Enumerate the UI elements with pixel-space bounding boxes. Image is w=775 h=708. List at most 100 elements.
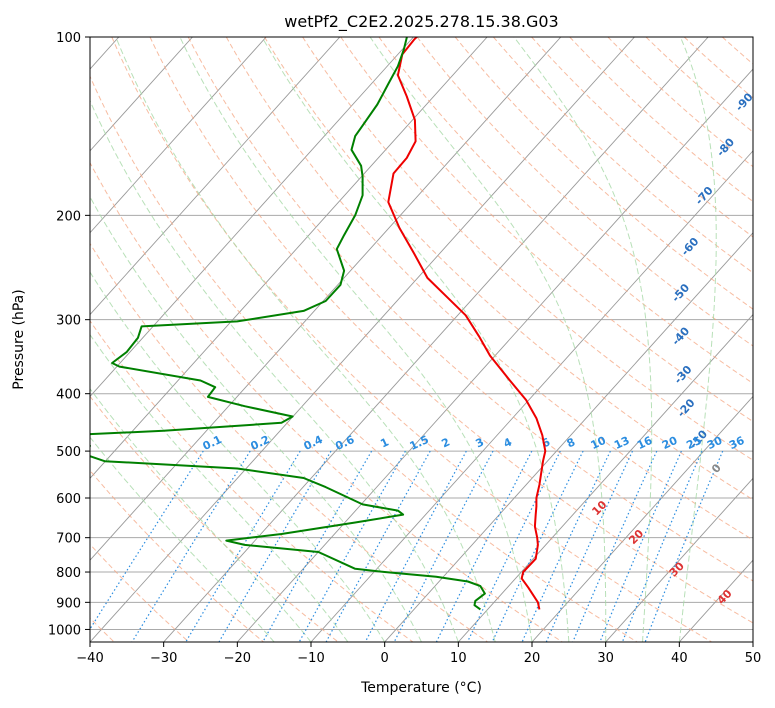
- mixing-ratio-line: [545, 450, 634, 642]
- dry-adiabat-line: [149, 37, 753, 624]
- x-tick-label: 30: [597, 651, 614, 666]
- moist-adiabat-line: [513, 37, 653, 642]
- dry-adiabat-line: [225, 37, 753, 541]
- mixing-ratio-label: 25: [684, 434, 703, 452]
- y-tick-label: 1000: [48, 623, 81, 638]
- adiabat-label: 20: [626, 527, 646, 547]
- isotherm-line: [678, 559, 753, 642]
- x-tick-label: 0: [381, 651, 389, 666]
- isotherm-line: [90, 37, 267, 234]
- dry-adiabat-line: [264, 37, 753, 501]
- mixing-ratio-line: [185, 450, 301, 642]
- dry-adiabat-line: [111, 37, 712, 642]
- height-label: -60: [679, 235, 702, 259]
- x-axis-label: Temperature (°C): [360, 680, 482, 696]
- isotherm-line: [752, 641, 753, 642]
- y-tick-label: 100: [56, 31, 81, 46]
- height-label: -80: [714, 135, 737, 159]
- x-tick-label: −30: [150, 651, 177, 666]
- mixing-ratio-line: [491, 450, 584, 642]
- moist-adiabat-line: [90, 436, 275, 642]
- mixing-ratio-line: [599, 450, 682, 642]
- moist-adiabat-line: [90, 271, 386, 642]
- moist-adiabat-line: [90, 195, 422, 642]
- dry-adiabat-line: [569, 37, 753, 203]
- dry-adiabat-line: [607, 37, 753, 168]
- x-tick-label: −40: [76, 651, 103, 666]
- mixing-ratio-label: 16: [635, 434, 655, 452]
- dry-adiabat-line: [187, 37, 753, 582]
- dry-adiabat-line: [416, 37, 753, 347]
- mixing-ratio-line: [393, 450, 494, 642]
- moist-adiabat-line: [90, 333, 349, 642]
- moist-adiabat-line: [369, 37, 607, 642]
- y-tick-label: 600: [56, 492, 81, 507]
- adiabat-label: 10: [589, 498, 609, 518]
- y-axis-label: Pressure (hPa): [11, 289, 27, 389]
- y-tick-label: 400: [56, 388, 81, 403]
- moist-adiabat-line: [115, 37, 496, 642]
- mixing-ratio-label: 1.5: [408, 433, 431, 453]
- height-label: -20: [675, 396, 698, 420]
- isotherm-line: [163, 37, 709, 642]
- mixing-ratio-line: [621, 450, 703, 642]
- mixing-ratio-label: 1: [378, 435, 390, 450]
- mixing-ratio-line: [466, 450, 561, 642]
- isotherm-line: [90, 37, 414, 398]
- x-tick-label: 10: [450, 651, 467, 666]
- mixing-ratio-label: 30: [705, 434, 725, 452]
- moist-adiabat-line: [90, 387, 312, 642]
- isotherm-line: [531, 395, 753, 642]
- mixing-ratio-line: [644, 450, 724, 642]
- mixing-ratio-line: [90, 450, 204, 631]
- dry-adiabat-line: [645, 37, 753, 133]
- mixing-ratio-label: 10: [589, 434, 609, 452]
- height-label: -50: [669, 281, 692, 305]
- moist-adiabat-line: [90, 99, 459, 642]
- mixing-ratio-label: 2: [440, 435, 452, 450]
- pressure-gridlines: [90, 37, 753, 630]
- x-axis-ticks: −40 −30 −20 −10 0 10 20 30 40 50: [76, 642, 761, 666]
- dry-adiabat-line: [493, 37, 753, 274]
- moist-adiabats: [90, 37, 717, 642]
- dry-adiabat-line: [378, 37, 753, 384]
- sounding-profiles: [90, 37, 547, 611]
- mixing-ratio-label: 8: [565, 435, 577, 450]
- dewpoint-profile-line: [90, 37, 486, 611]
- isotherm-line: [384, 232, 753, 642]
- moist-adiabat-line: [179, 37, 533, 642]
- mixing-ratio-label: 36: [727, 434, 747, 452]
- x-tick-label: 20: [524, 651, 541, 666]
- mixing-ratio-label: 4: [501, 435, 514, 450]
- dry-adiabat-line: [531, 37, 753, 238]
- mixing-ratio-label: 0.4: [302, 433, 325, 453]
- mixing-ratio-label: 0.6: [333, 433, 356, 453]
- mixing-ratio-line: [262, 450, 373, 642]
- mixing-ratio-line: [298, 450, 406, 642]
- isotherm-line: [90, 37, 562, 561]
- isotherm-line: [605, 477, 753, 642]
- adiabat-label: 40: [715, 587, 735, 607]
- x-tick-label: −10: [297, 651, 324, 666]
- height-label: -40: [669, 324, 692, 348]
- dry-adiabat-line: [90, 161, 563, 642]
- y-tick-label: 300: [56, 314, 81, 329]
- mixing-ratio-label: 0.1: [201, 433, 224, 453]
- x-tick-label: 50: [745, 651, 762, 666]
- plot-area: -100-90-80-70-60-50-40-30-20-1000.1 0.2 0.…: [90, 37, 753, 642]
- dry-adiabat-line: [683, 37, 753, 99]
- isotherm-line: [90, 37, 193, 152]
- mixing-ratio-label: 3: [473, 435, 485, 450]
- y-tick-label: 700: [56, 532, 81, 547]
- isotherm-line: [90, 37, 341, 316]
- mixing-ratio-line: [325, 450, 431, 642]
- mixing-ratio-label: 20: [660, 434, 680, 452]
- isotherm-line: [236, 68, 753, 642]
- mixing-ratio-lines: [90, 450, 724, 642]
- y-tick-label: 900: [56, 596, 81, 611]
- height-label: -70: [693, 184, 716, 208]
- x-tick-label: 40: [671, 651, 688, 666]
- mixing-ratio-line: [364, 450, 467, 642]
- dry-adiabat-line: [90, 469, 264, 642]
